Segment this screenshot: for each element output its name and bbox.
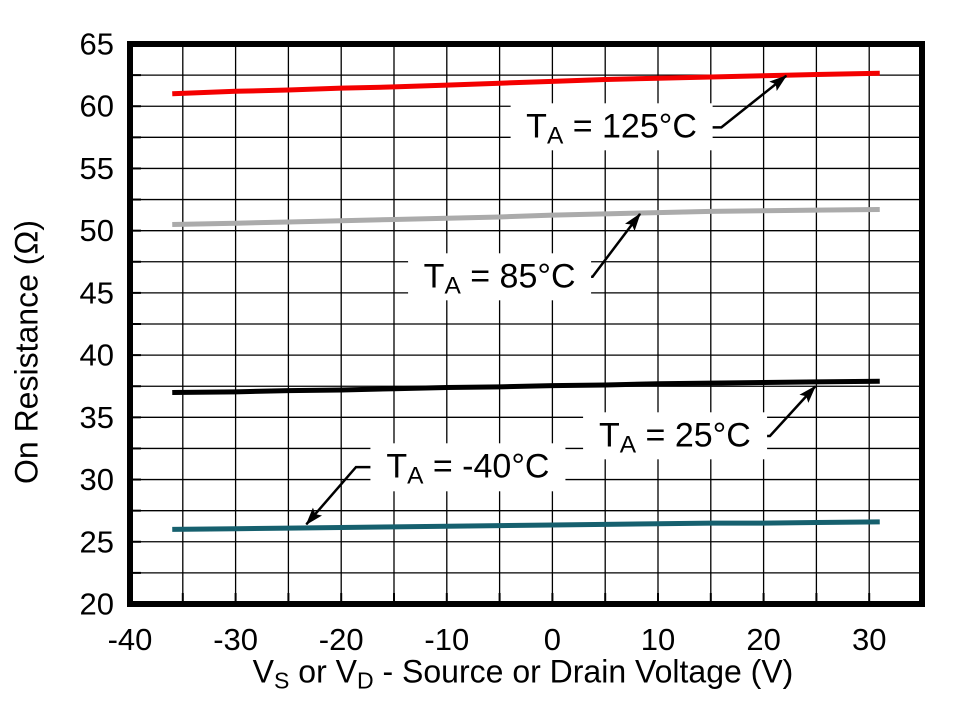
x-tick-label: 30 [852,622,886,657]
y-axis-title: On Resistance (Ω) [8,220,45,484]
y-tick-label: 55 [80,151,114,186]
y-tick-label: 60 [80,89,114,124]
curve-ta-neg40c [172,519,880,532]
tick-labels-layer: 20 25 30 35 40 45 50 55 60 65 -40 -30 -20 -10 0 10 20 30 [80,27,887,658]
annotation-ta-85c: TA = 85°C [407,253,592,301]
y-tick-label: 25 [80,524,114,559]
y-tick-label: 35 [80,400,114,435]
y-tick-label: 45 [80,275,114,310]
x-tick-label: -10 [424,622,469,657]
y-tick-label: 30 [80,462,114,497]
curve-ta-25c [172,378,880,395]
plot-border [127,41,925,607]
curve-ta-125c [172,70,880,97]
curves-layer [172,70,880,532]
x-tick-label: -30 [213,622,258,657]
x-tick-label: 10 [641,622,675,657]
y-tick-label: 20 [80,587,114,622]
x-axis-title: VS or VD - Source or Drain Voltage (V) [252,653,794,694]
x-tick-label: -20 [319,622,364,657]
y-tick-label: 65 [80,27,114,62]
annotation-ta-neg40c: TA = -40°C [370,443,566,491]
y-tick-label: 40 [80,338,114,373]
annotation-ta-25c: TA = 25°C [582,412,767,460]
x-tick-label: 0 [544,622,561,657]
x-tick-label: 20 [746,622,780,657]
annotation-ta-125c: TA = 125°C [510,103,713,151]
curve-ta-85c [172,207,880,227]
y-tick-label: 50 [80,213,114,248]
x-tick-label: -40 [108,622,153,657]
frame-layer [127,41,925,607]
